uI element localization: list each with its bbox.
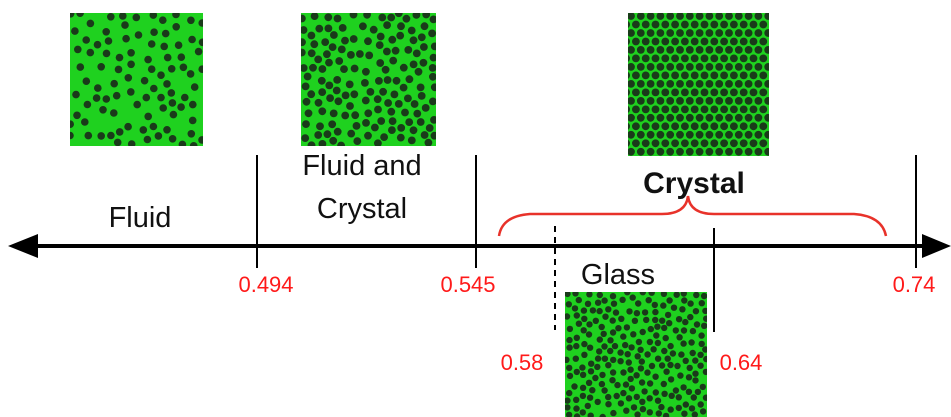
fluid-label: Fluid <box>109 202 172 234</box>
tick-label-058: 0.58 <box>501 350 544 375</box>
glass-label: Glass <box>581 259 655 291</box>
fluid-micrograph <box>70 13 203 146</box>
tick-label-0545: 0.545 <box>440 272 495 297</box>
fluid-and-crystal-label-line1: Fluid and <box>302 150 421 182</box>
density-axis <box>8 234 951 258</box>
fluid-crystal-micrograph <box>301 13 436 146</box>
crystal-brace <box>497 195 888 237</box>
tick-label-0494: 0.494 <box>238 272 293 297</box>
right-arrowhead <box>922 234 951 258</box>
left-arrowhead <box>8 234 38 258</box>
crystal-micrograph <box>628 13 769 156</box>
tick-label-064: 0.64 <box>720 350 763 375</box>
fluid-and-crystal-label-line2: Crystal <box>317 193 407 225</box>
tick-label-074: 0.74 <box>893 272 936 297</box>
crystal-label: Crystal <box>643 167 745 200</box>
glass-micrograph <box>565 292 707 417</box>
